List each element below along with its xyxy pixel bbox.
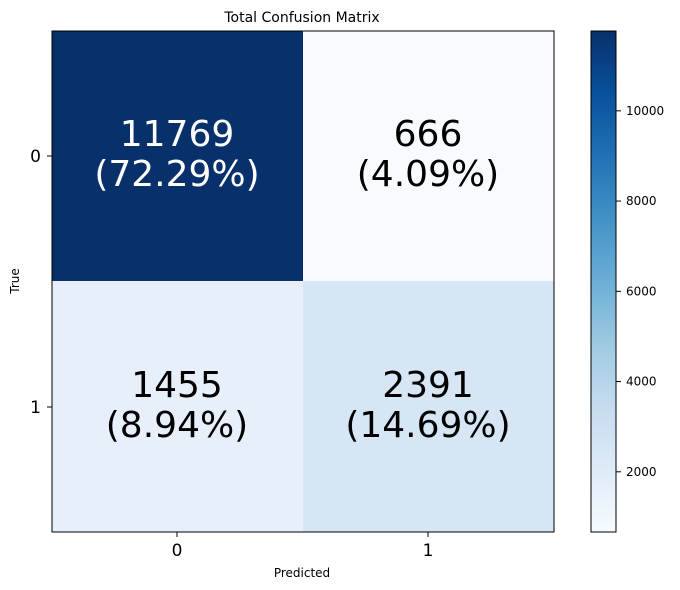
cell-0-0-percent: (72.29%) [94,154,259,195]
cell-0-1-percent: (4.09%) [357,154,499,195]
cell-1-0-count: 1455 [131,365,223,406]
x-axis-label: Predicted [274,566,330,580]
colorbar-tick-label: 2000 [626,465,657,479]
colorbar-ticks: 2000 4000 6000 8000 10000 [616,104,664,479]
colorbar-tick-label: 4000 [626,375,657,389]
cell-0-0 [52,31,303,281]
x-tick-label-0: 0 [172,541,183,561]
cell-1-0-percent: (8.94%) [106,405,248,446]
cell-0-1 [303,31,554,281]
chart-title: Total Confusion Matrix [223,10,379,26]
y-tick-label-1: 1 [30,398,41,418]
x-tick-label-1: 1 [423,541,434,561]
cell-1-1-percent: (14.69%) [345,405,510,446]
plot-frame [51,30,555,533]
cell-0-0-count: 11769 [120,114,235,155]
colorbar: 2000 4000 6000 8000 10000 [590,30,664,533]
cell-1-1-count: 2391 [382,365,474,406]
colorbar-gradient [590,30,617,533]
colorbar-tick-label: 6000 [626,284,657,298]
cell-1-1 [303,281,554,532]
y-axis: 0 1 True [8,147,52,418]
cell-labels: 11769 (72.29%) 666 (4.09%) 1455 (8.94%) … [94,114,510,446]
y-axis-label: True [8,268,22,295]
colorbar-tick-label: 10000 [626,104,664,118]
cell-0-1-count: 666 [394,114,463,155]
colorbar-tick-label: 8000 [626,194,657,208]
y-tick-label-0: 0 [30,147,41,167]
heatmap-grid [51,30,555,533]
cell-1-0 [52,281,303,532]
x-axis: 0 1 Predicted [172,532,434,580]
